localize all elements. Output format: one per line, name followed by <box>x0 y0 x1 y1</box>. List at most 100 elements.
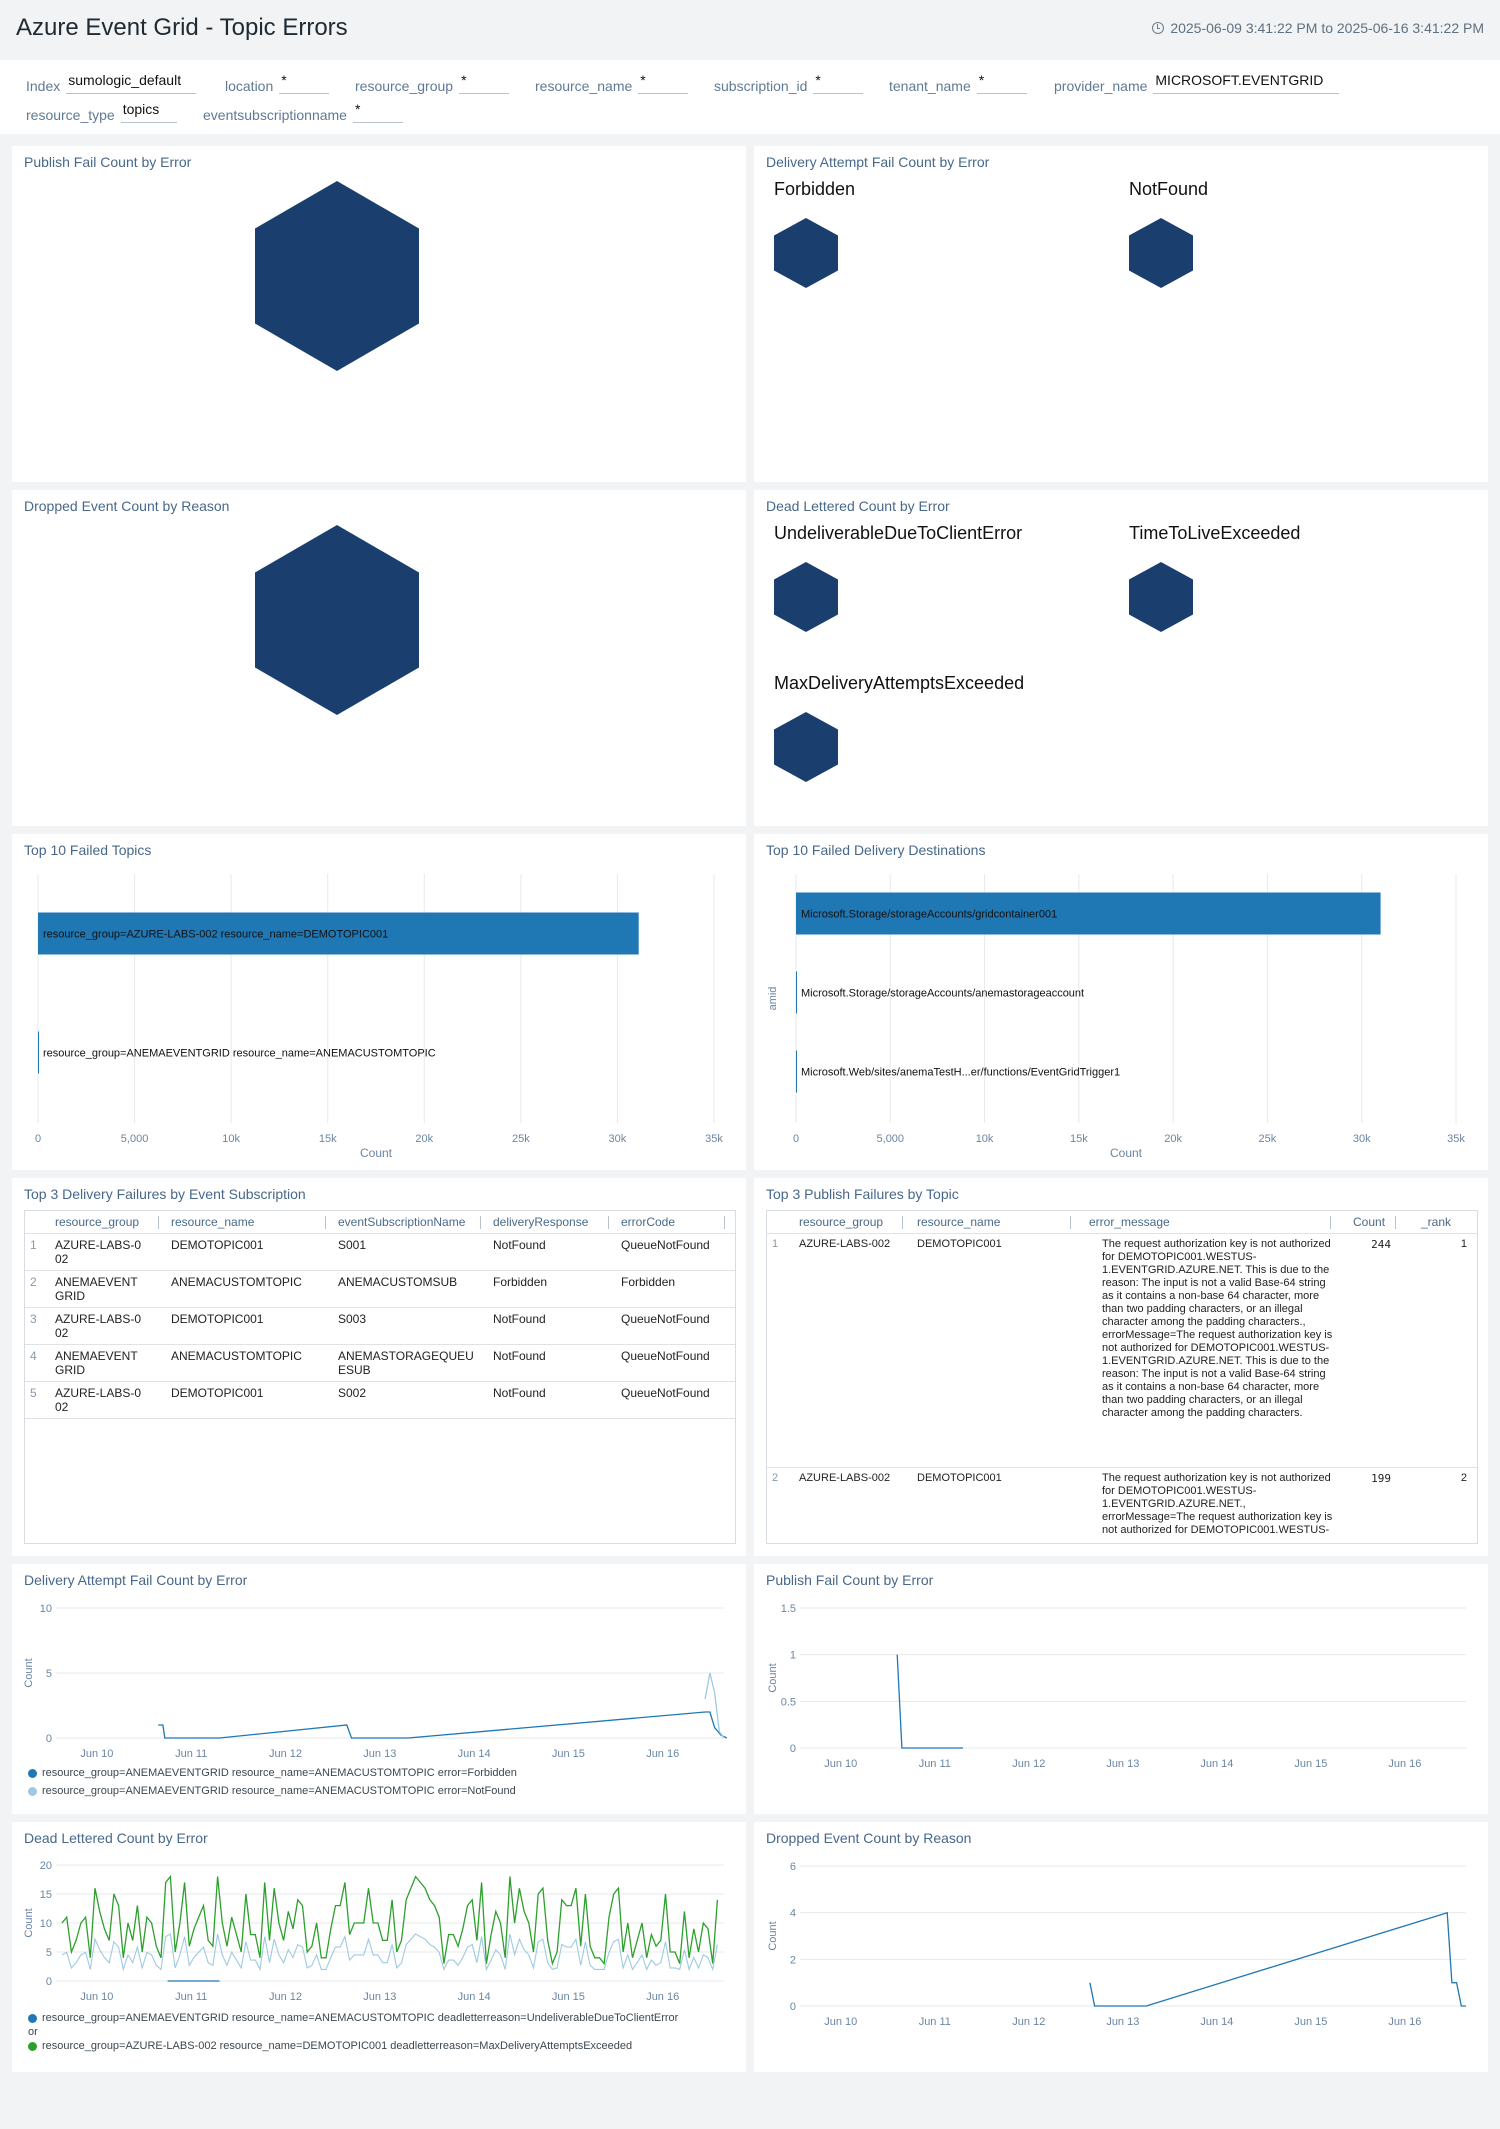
hex-label-max-delivery: MaxDeliveryAttemptsExceeded <box>774 673 1025 693</box>
series-line <box>61 1874 719 1966</box>
table-row[interactable]: 5 AZURE-LABS-002 DEMOTOPIC001 S002 NotFound Q… <box>25 1382 735 1419</box>
hexagon-tile[interactable] <box>252 525 422 721</box>
series-line <box>158 1711 728 1739</box>
table-cell: 3 <box>30 1312 37 1326</box>
hexagon-tile[interactable] <box>773 218 841 288</box>
filter-resource-group[interactable]: resource_group * <box>355 72 510 94</box>
y-tick-label: 15 <box>40 1889 52 1901</box>
x-tick-label: Jun 15 <box>552 1991 585 2003</box>
time-range-picker[interactable]: 2025-06-09 3:41:22 PM to 2025-06-16 3:41… <box>1152 20 1484 36</box>
x-tick-label: 25k <box>1259 1133 1277 1145</box>
filter-provider-name[interactable]: provider_name MICROSOFT.EVENTGRID <box>1054 72 1340 94</box>
y-axis-label: Count <box>23 1658 35 1687</box>
panel-dead-lettered-hex: Dead Lettered Count by Error Undeliverab… <box>754 490 1488 826</box>
table-row[interactable]: 2 AZURE-LABS-002 DEMOTOPIC001 The request a… <box>767 1468 1477 1543</box>
table-cell: 2 <box>772 1472 779 1484</box>
x-tick-label: Jun 15 <box>1294 2016 1327 2028</box>
filter-index[interactable]: Index sumologic_default <box>26 72 197 94</box>
x-tick-label: Jun 13 <box>1106 1758 1139 1770</box>
column-header[interactable]: errorCode <box>621 1215 676 1229</box>
table-cell: NotFound <box>493 1312 546 1326</box>
x-tick-label: Jun 13 <box>363 1748 396 1760</box>
column-header[interactable]: resource_group <box>55 1215 140 1229</box>
table-row[interactable]: 1 AZURE-LABS-002 DEMOTOPIC001 The request a… <box>767 1234 1477 1468</box>
column-header[interactable]: resource_name <box>917 1215 1001 1229</box>
bar <box>796 1050 797 1093</box>
table-row[interactable]: 2 ANEMAEVENTGRID ANEMACUSTOMTOPIC ANEMACUST… <box>25 1271 735 1308</box>
page-title: Azure Event Grid - Topic Errors <box>16 14 348 41</box>
bar-label: Microsoft.Storage/storageAccounts/gridco… <box>801 909 1057 921</box>
x-tick-label: 0 <box>35 1133 41 1145</box>
filter-bar: Index sumologic_default location * resourc… <box>0 60 1500 134</box>
filter-location[interactable]: location * <box>225 72 330 94</box>
x-tick-label: Jun 16 <box>646 1748 679 1760</box>
table-row[interactable]: 1 AZURE-LABS-002 DEMOTOPIC001 S001 NotFound Q… <box>25 1234 735 1271</box>
column-header[interactable]: deliveryResponse <box>493 1215 589 1229</box>
y-tick-label: 10 <box>40 1603 52 1615</box>
x-tick-label: Jun 12 <box>1012 2016 1045 2028</box>
table-row[interactable]: 3 AZURE-LABS-002 DEMOTOPIC001 S003 NotFound Q… <box>25 1308 735 1345</box>
filter-resource-name[interactable]: resource_name * <box>535 72 689 94</box>
bar <box>38 1031 39 1074</box>
x-tick-label: Jun 10 <box>824 2016 857 2028</box>
filter-subscription-id[interactable]: subscription_id * <box>714 72 864 94</box>
column-header[interactable]: _rank <box>1421 1215 1452 1229</box>
bar <box>796 892 1381 935</box>
y-tick-label: 2 <box>790 1954 796 1966</box>
x-tick-label: 35k <box>705 1133 723 1145</box>
filter-eventsubscriptionname[interactable]: eventsubscriptionname * <box>203 101 403 123</box>
hexagon-tile[interactable] <box>1128 218 1196 288</box>
x-axis-label: Count <box>360 1146 393 1160</box>
legend-item[interactable]: resource_group=ANEMAEVENTGRID resource_n… <box>28 2012 678 2024</box>
x-axis-label: Count <box>1110 1146 1143 1160</box>
column-header[interactable]: Count <box>1353 1215 1386 1229</box>
table-row[interactable]: 4 ANEMAEVENTGRID ANEMACUSTOMTOPIC ANEMASTOR… <box>25 1345 735 1382</box>
table-cell: 2 <box>30 1275 37 1289</box>
x-tick-label: 25k <box>512 1133 530 1145</box>
filter-tenant-name[interactable]: tenant_name * <box>889 72 1027 94</box>
hexagon-tile[interactable] <box>773 712 841 782</box>
table-cell: 1 <box>772 1238 779 1250</box>
legend-item[interactable]: resource_group=ANEMAEVENTGRID resource_n… <box>28 1785 516 1797</box>
table-cell: Forbidden <box>621 1275 676 1289</box>
table-cell: Forbidden <box>493 1275 548 1289</box>
panel-publish-fail-timeseries: Publish Fail Count by Error 0 0.5 1 1.5 Jun … <box>754 1564 1488 1814</box>
x-tick-label: Jun 16 <box>1388 2016 1421 2028</box>
time-range-text: 2025-06-09 3:41:22 PM to 2025-06-16 3:41… <box>1170 20 1484 36</box>
y-tick-label: 0.5 <box>781 1696 796 1708</box>
hexagon-tile[interactable] <box>252 181 422 377</box>
table-cell: QueueNotFound <box>621 1238 710 1252</box>
y-axis-label: Count <box>767 1921 779 1950</box>
bar-label: Microsoft.Storage/storageAccounts/anemas… <box>801 988 1084 1000</box>
legend-item[interactable]: resource_group=ANEMAEVENTGRID resource_n… <box>28 1767 517 1779</box>
table-cell: S002 <box>338 1386 367 1400</box>
series-line <box>1089 1911 1466 2007</box>
x-tick-label: 10k <box>976 1133 994 1145</box>
column-header[interactable]: error_message <box>1089 1215 1170 1229</box>
hexagon-tile[interactable] <box>1128 562 1196 632</box>
table-cell: QueueNotFound <box>621 1312 710 1326</box>
y-tick-label: 4 <box>790 1908 796 1920</box>
y-tick-label: 0 <box>46 1976 52 1988</box>
filter-resource-type[interactable]: resource_type topics <box>26 101 177 123</box>
table-cell: DEMOTOPIC001 <box>917 1472 1002 1484</box>
publish-failures-table: resource_group resource_name error_messa… <box>766 1210 1478 1544</box>
line-chart-delivery-fail: 0 5 10 Jun 10 Jun 11 Jun 12 Jun 13 Jun 14 Jun 15… <box>23 1603 728 1760</box>
column-header[interactable]: resource_group <box>799 1215 884 1229</box>
table-cell: 1 <box>30 1238 37 1252</box>
table-cell: QueueNotFound <box>621 1349 710 1363</box>
legend-item[interactable]: resource_group=AZURE-LABS-002 resource_n… <box>28 2040 632 2052</box>
table-cell: ANEMACUSTOMTOPIC <box>171 1349 302 1363</box>
column-header[interactable]: resource_name <box>171 1215 255 1229</box>
line-chart-publish-fail: 0 0.5 1 1.5 Jun 10 Jun 11 Jun 12 Jun 13 Jun 14 Ju… <box>767 1603 1466 1770</box>
table-cell: 244 <box>1371 1238 1391 1251</box>
bar-chart-failed-topics: 0 5,000 10k 15k 20k 25k 30k 35k Count resource_gr… <box>35 874 723 1160</box>
bar-label: Microsoft.Web/sites/anemaTestH...er/func… <box>801 1067 1120 1079</box>
table-cell: The request authorization key is not aut… <box>1102 1472 1333 1536</box>
bar-label: resource_group=AZURE-LABS-002 resource_n… <box>43 929 388 941</box>
x-tick-label: Jun 13 <box>1106 2016 1139 2028</box>
hex-label-notfound: NotFound <box>1129 179 1209 199</box>
column-header[interactable]: eventSubscriptionName <box>338 1215 466 1229</box>
hexagon-tile[interactable] <box>773 562 841 632</box>
